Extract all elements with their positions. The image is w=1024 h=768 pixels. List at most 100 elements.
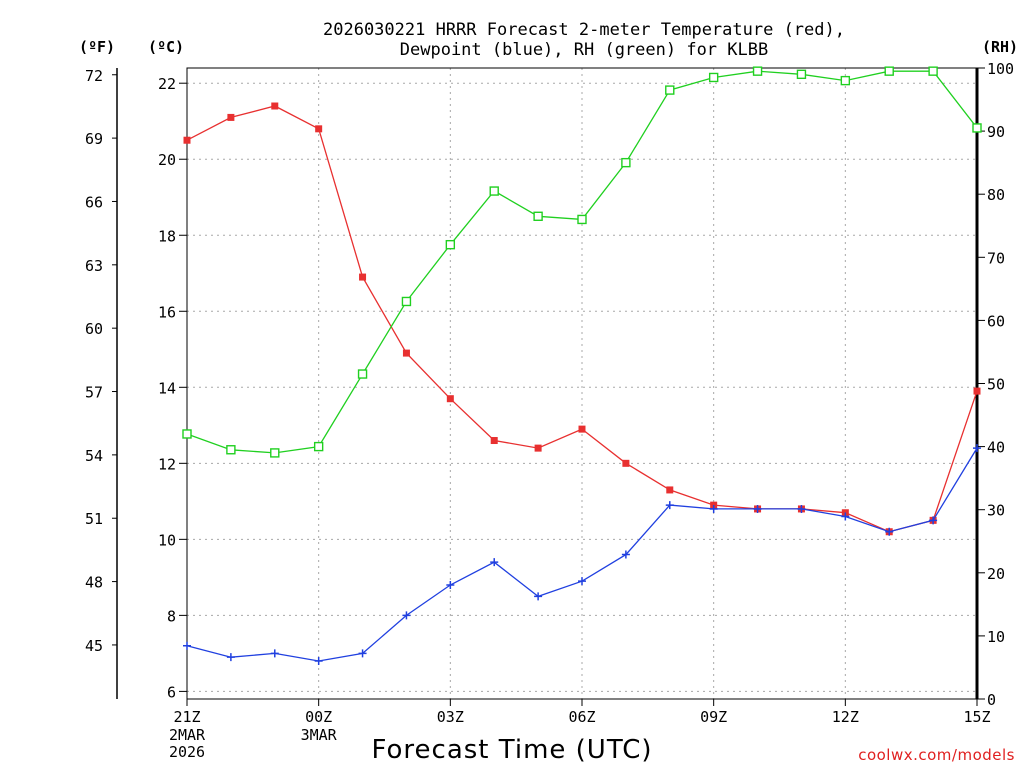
rh-tick-label: 0 — [987, 691, 996, 709]
temperature-point — [271, 102, 279, 110]
rh-point — [182, 429, 192, 439]
dewpoint-point — [885, 527, 894, 536]
dewpoint-point — [578, 577, 586, 586]
rh-tick-label: 50 — [987, 376, 1005, 394]
fahrenheit-tick-label: 63 — [85, 257, 103, 275]
chart-title-line2: Dewpoint (blue), RH (green) for KLBB — [400, 40, 768, 60]
x-axis-title: Forecast Time (UTC) — [371, 735, 652, 765]
fahrenheit-tick-label: 54 — [85, 447, 103, 465]
rh-point — [226, 445, 236, 455]
dewpoint-point — [490, 558, 499, 567]
celsius-tick-label: 16 — [158, 303, 176, 321]
dewpoint-point — [534, 592, 543, 601]
dewpoint-point — [270, 649, 279, 658]
date-label: 2MAR — [169, 726, 206, 744]
dewpoint-point — [929, 516, 938, 525]
rh-point — [621, 157, 631, 168]
rh-point — [577, 214, 587, 225]
temperature-point — [666, 486, 674, 494]
celsius-tick-label: 10 — [158, 531, 176, 549]
rh-tick-label: 20 — [987, 565, 1005, 583]
rh-tick-label: 30 — [987, 502, 1005, 520]
rh-unit-label: (RH) — [982, 38, 1018, 56]
fahrenheit-tick-label: 72 — [85, 67, 103, 85]
temperature-point — [578, 425, 586, 433]
rh-point — [884, 66, 894, 76]
temperature-point — [359, 273, 367, 281]
rh-tick-label: 40 — [987, 439, 1005, 457]
rh-point — [445, 239, 456, 250]
plot-frame — [186, 67, 978, 700]
time-tick-label: 21Z — [173, 708, 200, 726]
date-label: 3MAR — [301, 726, 338, 744]
time-tick-label: 06Z — [568, 708, 595, 726]
celsius-tick-label: 20 — [158, 151, 176, 169]
dewpoint-point — [402, 611, 411, 620]
temperature-point — [490, 437, 498, 445]
rh-point — [533, 211, 543, 221]
rh-point — [489, 186, 499, 196]
rh-point — [665, 85, 675, 95]
rh-tick-label: 60 — [987, 312, 1005, 330]
dewpoint-point — [797, 504, 806, 513]
gridlines — [187, 68, 977, 699]
fahrenheit-tick-label: 60 — [85, 320, 103, 338]
axes: 6 8 10 12 14 16 18 20 22 45 48 51 54 57 60 63 66 69 72 0 10 2… — [85, 60, 1014, 761]
fahrenheit-tick-label: 48 — [85, 574, 103, 592]
time-tick-label: 09Z — [700, 708, 727, 726]
temperature-point — [315, 125, 323, 133]
rh-tick-label: 70 — [987, 249, 1005, 267]
rh-point — [313, 441, 324, 452]
temperature-point — [534, 444, 542, 452]
rh-point — [928, 66, 938, 76]
rh-tick-label: 90 — [987, 123, 1005, 141]
dewpoint-point — [226, 653, 235, 662]
fahrenheit-tick-label: 57 — [85, 384, 103, 402]
time-tick-label: 15Z — [963, 708, 990, 726]
celsius-tick-label: 6 — [167, 683, 176, 701]
dewpoint-point — [621, 550, 630, 559]
celsius-tick-label: 18 — [158, 227, 176, 245]
rh-tick-label: 80 — [987, 186, 1005, 204]
rh-point — [840, 75, 851, 86]
celsius-tick-label: 8 — [167, 607, 176, 625]
temperature-line — [186, 105, 978, 533]
temperature-point — [402, 349, 410, 357]
rh-point — [270, 448, 280, 458]
dewpoint-point — [446, 580, 455, 589]
celsius-tick-label: 12 — [158, 455, 176, 473]
fahrenheit-unit-label: (ºF) — [79, 38, 115, 56]
temperature-point — [622, 459, 630, 467]
time-tick-label: 03Z — [437, 708, 464, 726]
dewpoint-point — [973, 444, 981, 453]
rh-point — [357, 369, 368, 379]
temperature-point — [446, 395, 454, 403]
celsius-unit-label: (ºC) — [148, 38, 184, 56]
temperature-point — [183, 136, 191, 144]
dewpoint-point — [841, 512, 850, 521]
rh-point — [972, 123, 982, 133]
fahrenheit-tick-label: 66 — [85, 193, 103, 211]
time-tick-label: 00Z — [305, 708, 332, 726]
series — [182, 66, 982, 665]
year-label: 2026 — [169, 743, 205, 761]
fahrenheit-tick-label: 69 — [85, 130, 103, 148]
celsius-tick-label: 22 — [158, 75, 176, 93]
celsius-tick-label: 14 — [158, 379, 176, 397]
rh-point — [796, 69, 807, 80]
rh-point — [401, 296, 412, 307]
dewpoint-point — [183, 641, 191, 650]
dewpoint-point — [709, 504, 718, 513]
dewpoint-point — [314, 656, 323, 665]
chart-title-line1: 2026030221 HRRR Forecast 2-meter Tempera… — [323, 20, 845, 40]
time-tick-label: 12Z — [832, 708, 859, 726]
rh-point — [752, 66, 763, 76]
fahrenheit-tick-label: 45 — [85, 637, 103, 655]
rh-tick-label: 100 — [987, 60, 1014, 78]
dewpoint-point — [665, 501, 674, 510]
temperature-point — [227, 113, 235, 121]
dewpoint-point — [358, 649, 367, 658]
credit-link[interactable]: coolwx.com/models — [858, 746, 1015, 764]
dewpoint-point — [753, 504, 762, 513]
